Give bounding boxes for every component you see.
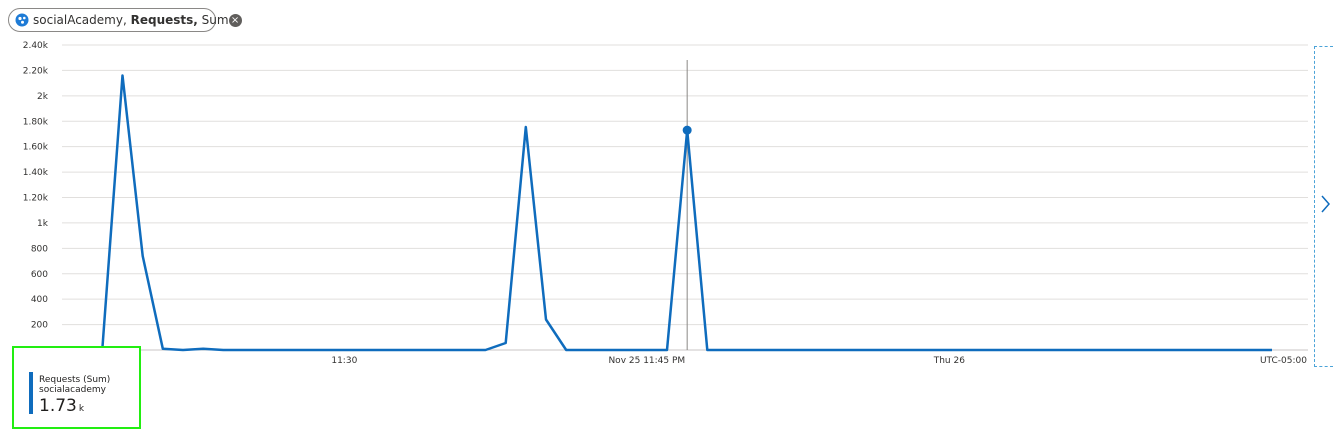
x-tick-label: Nov 25 11:45 PM <box>608 356 685 366</box>
y-tick-label: 2.40k <box>23 41 49 51</box>
y-tick-label: 600 <box>31 270 48 280</box>
chevron-right-icon[interactable] <box>1318 192 1333 216</box>
hover-data-point <box>682 125 692 135</box>
legend-value: 1.73 k <box>39 396 84 416</box>
legend-value-unit: k <box>78 404 85 414</box>
y-tick-label: 1.20k <box>23 194 49 204</box>
pill-resource: socialAcademy, <box>33 13 127 27</box>
y-tick-label: 1.40k <box>23 168 49 178</box>
legend-resource-name: socialacademy <box>39 385 106 395</box>
pill-aggregation: Sum <box>201 13 229 27</box>
y-axis: 02004006008001k1.20k1.40k1.60k1.80k2k2.2… <box>23 41 49 356</box>
legend-color-bar <box>29 372 33 414</box>
x-tick-label: 11:30 <box>331 356 357 366</box>
close-icon[interactable]: × <box>228 13 242 27</box>
legend-value-number: 1.73 <box>39 396 77 416</box>
legend-card[interactable]: Requests (Sum) socialacademy 1.73 k <box>12 346 141 429</box>
metric-filter-pill[interactable]: socialAcademy, Requests, Sum × <box>8 8 242 32</box>
y-tick-label: 200 <box>31 321 48 331</box>
chart-grid <box>62 44 1308 351</box>
side-panel-collapsed <box>1314 46 1333 367</box>
x-axis: 11:30 Nov 25 11:45 PM Thu 26 <box>331 356 965 366</box>
timezone-label: UTC-05:00 <box>1260 356 1307 366</box>
x-tick-label: Thu 26 <box>933 356 965 366</box>
y-tick-label: 2k <box>37 92 49 102</box>
y-tick-label: 1k <box>37 219 49 229</box>
y-tick-label: 2.20k <box>23 66 49 76</box>
series-line-requests <box>61 74 1272 352</box>
legend-series-name: Requests (Sum) <box>39 375 111 385</box>
y-tick-label: 400 <box>31 295 48 305</box>
app-insights-icon <box>15 13 29 27</box>
y-tick-label: 800 <box>31 244 48 254</box>
y-tick-label: 1.60k <box>23 143 49 153</box>
pill-metric: Requests, <box>130 13 198 27</box>
y-tick-label: 1.80k <box>23 117 49 127</box>
